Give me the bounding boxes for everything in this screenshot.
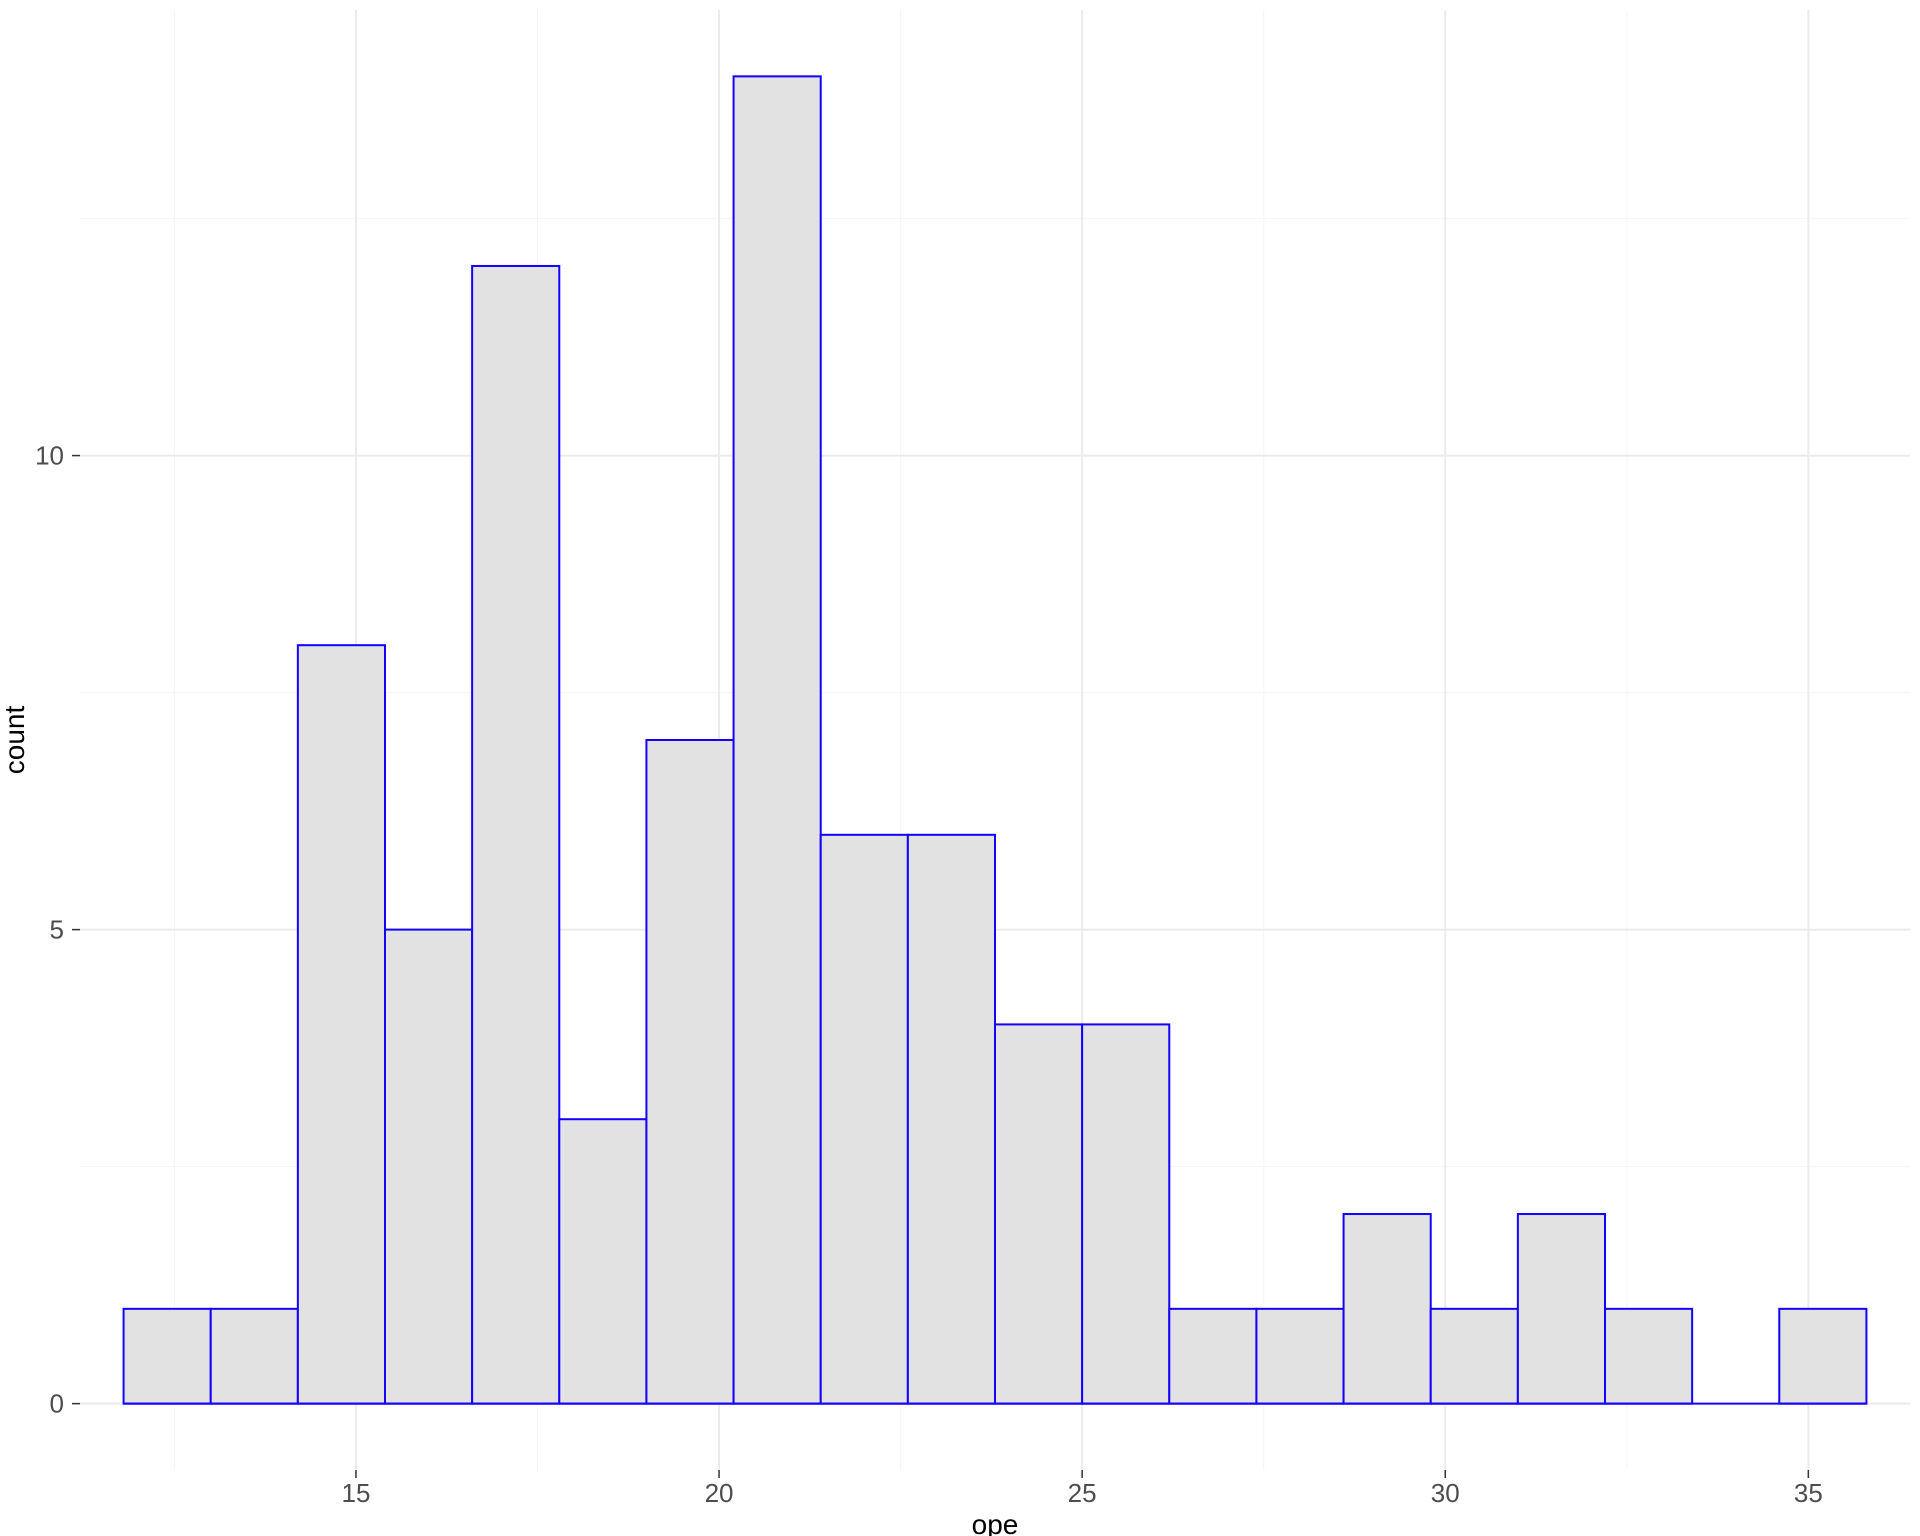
histogram-bar: [298, 645, 385, 1403]
histogram-bar: [1344, 1214, 1431, 1404]
histogram-bar: [1518, 1214, 1605, 1404]
histogram-bar: [1256, 1309, 1343, 1404]
x-axis: 15 20 25 30 35: [341, 1470, 1822, 1508]
histogram-bar: [1169, 1309, 1256, 1404]
y-tick-label: 5: [50, 915, 64, 945]
x-tick-label: 30: [1431, 1478, 1460, 1508]
histogram-bar: [1605, 1309, 1692, 1404]
histogram-bar: [1779, 1309, 1866, 1404]
histogram-bar: [211, 1309, 298, 1404]
y-tick-label: 0: [50, 1389, 64, 1419]
x-tick-label: 20: [705, 1478, 734, 1508]
histogram-bar: [472, 266, 559, 1404]
histogram-bar: [1431, 1309, 1518, 1404]
x-tick-label: 15: [341, 1478, 370, 1508]
y-axis-title: count: [0, 706, 30, 775]
histogram-chart: 15 20 25 30 35 0 5 10 ope count: [0, 0, 1920, 1536]
histogram-bar: [734, 76, 821, 1403]
y-tick-label: 10: [35, 441, 64, 471]
histogram-bar: [995, 1024, 1082, 1403]
histogram-bar: [1082, 1024, 1169, 1403]
x-tick-label: 35: [1794, 1478, 1823, 1508]
histogram-bar: [646, 740, 733, 1404]
chart-svg: 15 20 25 30 35 0 5 10 ope count: [0, 0, 1920, 1536]
x-tick-label: 25: [1068, 1478, 1097, 1508]
histogram-bar: [385, 930, 472, 1404]
y-axis: 0 5 10: [35, 441, 80, 1419]
x-axis-title: ope: [972, 1509, 1019, 1536]
histogram-bar: [124, 1309, 211, 1404]
histogram-bar: [559, 1119, 646, 1403]
histogram-bar: [908, 835, 995, 1404]
histogram-bar: [821, 835, 908, 1404]
